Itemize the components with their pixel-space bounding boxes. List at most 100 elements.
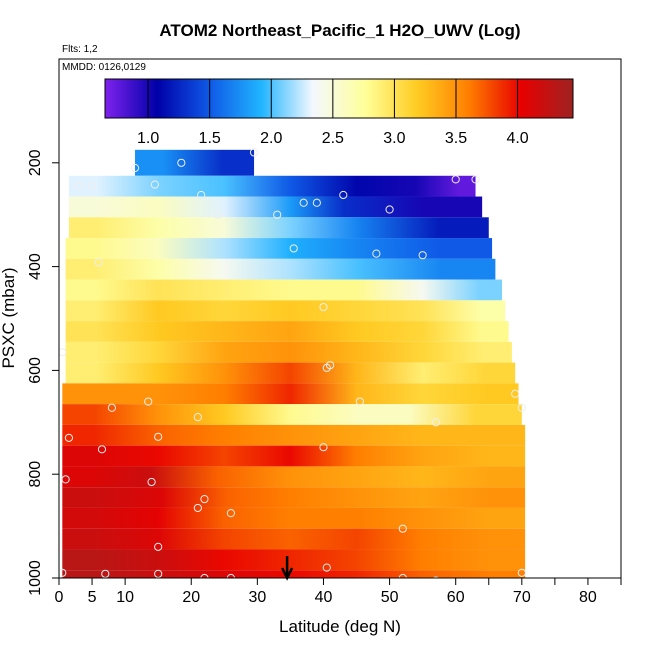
observation-point <box>200 495 209 504</box>
observation-point <box>418 251 427 260</box>
observation-point <box>59 568 67 577</box>
observation-point <box>107 403 116 412</box>
y-tick-label: 600 <box>27 357 44 384</box>
y-axis-label: PSXC (mbar) <box>0 267 18 368</box>
observation-point <box>64 433 74 442</box>
observation-point <box>517 403 526 412</box>
colorbar-tick-label: 3.0 <box>383 130 405 147</box>
heatmap-row <box>62 570 526 578</box>
observation-point <box>61 475 70 484</box>
observation-point <box>249 148 259 157</box>
dates-label: MMDD: 0126,0129 <box>62 62 146 73</box>
observation-point <box>432 576 440 578</box>
observation-point <box>87 182 97 191</box>
y-tick-label: 800 <box>27 461 44 488</box>
heatmap-row <box>135 149 255 176</box>
observation-point <box>144 397 153 406</box>
x-tick-label: 0 <box>55 589 64 606</box>
heatmap-row <box>62 383 519 405</box>
observation-point <box>97 445 107 454</box>
heatmap-row <box>65 362 516 384</box>
colorbar-tick-label: 2.5 <box>322 130 344 147</box>
heatmap-row <box>65 238 493 259</box>
heatmap-row <box>65 321 509 342</box>
heatmap-row <box>62 528 526 550</box>
observation-point <box>299 198 308 207</box>
heatmap-row <box>62 487 526 508</box>
observation-point <box>431 418 440 427</box>
observation-point <box>193 413 202 422</box>
y-axis: 200 400 600 800 1000 <box>27 149 59 596</box>
colorbar-tick-label: 4.0 <box>506 130 528 147</box>
observation-point <box>154 432 163 441</box>
x-tick-label: 20 <box>182 589 200 606</box>
observation-point <box>289 244 298 253</box>
y-tick-label: 1000 <box>27 560 44 596</box>
observation-point <box>398 573 407 578</box>
heatmap-row <box>68 196 483 218</box>
x-tick-label: 40 <box>315 589 333 606</box>
observation-point <box>226 573 236 578</box>
colorbar-ticks: 1.0 1.5 2.0 2.5 3.0 3.5 4.0 <box>137 79 529 147</box>
heatmap-row <box>65 300 506 322</box>
x-tick-label: 60 <box>447 589 465 606</box>
observation-point <box>451 175 460 184</box>
observation-point <box>339 190 348 200</box>
observation-point <box>355 397 364 406</box>
chart-title: ATOM2 Northeast_Pacific_1 H2O_UWV (Log) <box>159 21 520 40</box>
heatmap-row <box>62 507 526 529</box>
observation-point <box>319 302 328 312</box>
observation-point <box>319 443 328 452</box>
colorbar-gradient <box>104 78 574 119</box>
observation-points <box>59 148 526 587</box>
x-tick-label: 80 <box>579 589 597 606</box>
heatmap-row <box>62 404 522 425</box>
observation-point <box>154 569 163 578</box>
x-tick-label: 50 <box>381 589 399 606</box>
heatmap-row <box>68 217 489 239</box>
heatmap-row <box>62 466 526 488</box>
observation-point <box>471 175 480 184</box>
colorbar-tick-label: 1.5 <box>199 130 221 147</box>
observation-point <box>398 524 407 533</box>
heatmap-row <box>62 549 526 571</box>
observation-point <box>517 568 526 577</box>
observation-point <box>273 210 282 219</box>
observation-point <box>312 198 321 207</box>
heatmap-cells <box>62 149 526 578</box>
plot-frame <box>58 58 622 579</box>
colorbar: 1.0 1.5 2.0 2.5 3.0 3.5 4.0 <box>104 78 574 147</box>
heatmap-row <box>65 341 512 363</box>
x-axis: 0 5 10 20 30 40 50 60 70 80 <box>55 578 622 606</box>
observation-point <box>154 542 163 551</box>
heatmap-row <box>68 175 476 197</box>
observation-point <box>226 509 236 518</box>
colorbar-tick-label: 3.5 <box>445 130 467 147</box>
observation-point <box>385 205 394 214</box>
observation-point <box>511 389 520 398</box>
observation-point <box>101 569 110 578</box>
y-tick-label: 400 <box>27 253 44 280</box>
observation-point <box>177 158 186 167</box>
observation-point <box>197 190 206 200</box>
y-tick-label: 200 <box>27 149 44 176</box>
heatmap-row <box>62 445 526 467</box>
observation-point <box>322 563 331 572</box>
colorbar-tick-label: 1.0 <box>137 130 159 147</box>
observation-point <box>193 503 202 513</box>
heatmap-row <box>65 258 496 280</box>
observation-point <box>150 180 159 189</box>
x-axis-label: Latitude (deg N) <box>279 617 401 636</box>
heatmap-row <box>65 279 502 301</box>
x-tick-label: 10 <box>116 589 134 606</box>
heatmap-row <box>62 424 526 446</box>
x-tick-label: 5 <box>88 589 97 606</box>
observation-point <box>130 163 140 173</box>
observation-point <box>200 573 209 578</box>
observation-point <box>325 361 335 370</box>
x-tick-label: 70 <box>513 589 531 606</box>
observation-point <box>372 249 381 258</box>
x-tick-label: 30 <box>248 589 266 606</box>
observation-point <box>360 580 367 587</box>
